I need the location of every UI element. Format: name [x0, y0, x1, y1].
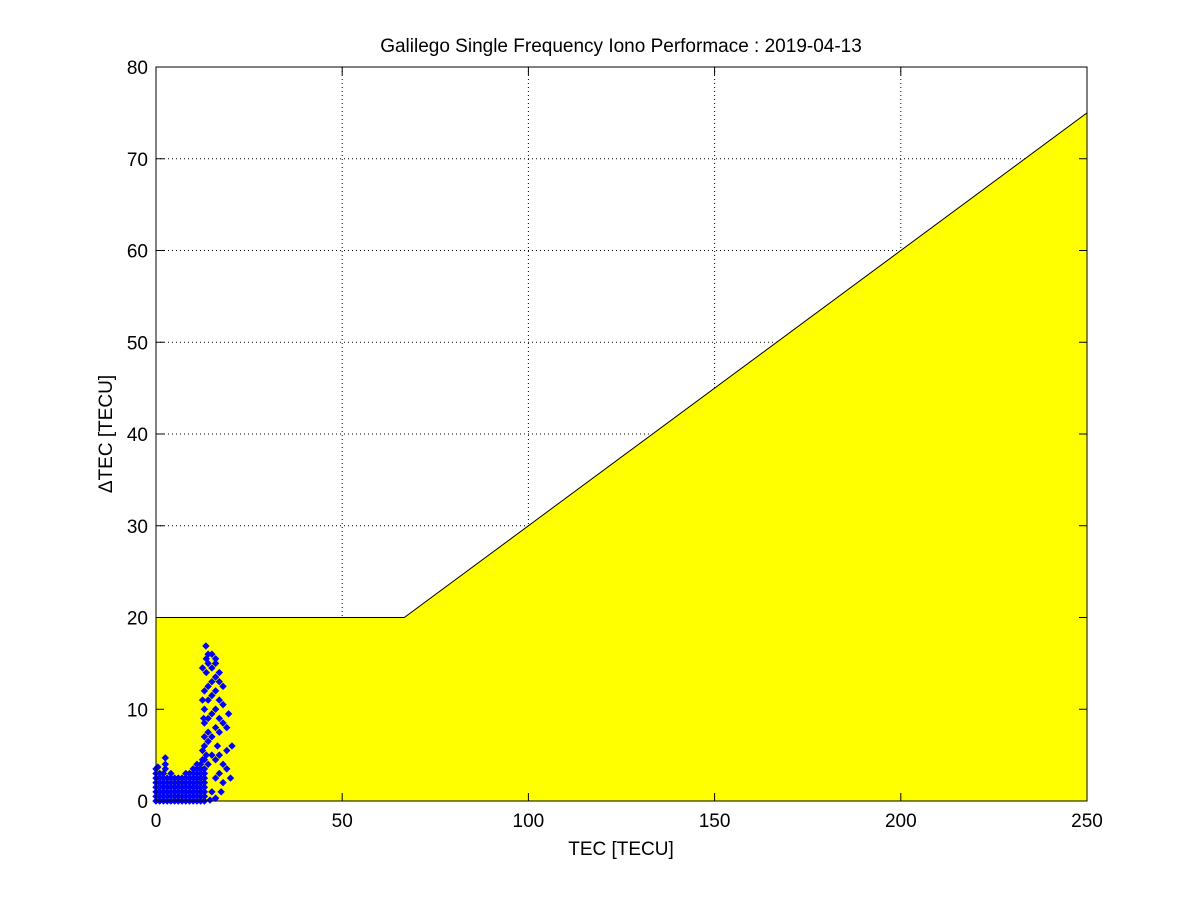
y-tick-label: 20 [127, 609, 148, 630]
y-tick-label: 70 [127, 150, 148, 171]
data-point [204, 728, 212, 736]
data-point [200, 792, 209, 801]
data-point [215, 678, 224, 686]
x-tick-label: 0 [151, 811, 162, 832]
data-point [200, 719, 209, 727]
data-point [211, 774, 220, 782]
data-point [200, 788, 209, 796]
data-point [223, 723, 231, 732]
data-point [204, 737, 212, 746]
data-point [211, 659, 220, 668]
data-point [161, 760, 170, 769]
data-point [198, 696, 207, 704]
data-point [200, 769, 209, 778]
data-point [161, 765, 170, 773]
data-point [167, 769, 175, 778]
data-point [219, 682, 227, 691]
data-point [211, 723, 220, 732]
y-tick-label: 40 [127, 425, 148, 446]
y-tick-label: 10 [127, 700, 148, 721]
data-point [223, 765, 231, 773]
data-point [219, 778, 227, 787]
data-point [208, 710, 216, 718]
x-tick-label: 200 [885, 811, 917, 832]
data-point [208, 664, 216, 672]
data-point [224, 710, 233, 718]
data-point [211, 687, 220, 695]
x-tick-label: 250 [1071, 811, 1103, 832]
data-point [200, 783, 209, 791]
data-point [208, 691, 216, 700]
data-point [219, 719, 227, 727]
data-point [215, 714, 224, 723]
data-point [211, 655, 220, 663]
data-point [208, 733, 216, 741]
y-tick-label: 30 [127, 517, 148, 538]
data-point [211, 756, 220, 764]
data-point [161, 754, 170, 762]
data-point [202, 642, 210, 650]
y-axis-label: ΔTEC [TECU] [96, 375, 117, 493]
data-point [219, 760, 227, 769]
data-point [211, 673, 220, 681]
data-point [206, 796, 214, 804]
data-point [215, 769, 224, 778]
data-point [208, 678, 216, 686]
y-tick-label: 50 [127, 333, 148, 354]
data-point [202, 751, 210, 759]
data-point [223, 746, 231, 755]
data-point [202, 668, 210, 677]
chart-title: Galilego Single Frequency Iono Performac… [380, 36, 862, 57]
data-point [200, 742, 209, 750]
data-point [213, 742, 222, 750]
data-point [200, 774, 209, 782]
data-point [200, 705, 209, 713]
scatter-points [152, 642, 236, 805]
y-tick-label: 80 [127, 58, 148, 79]
data-point [199, 714, 208, 723]
data-point [200, 765, 209, 773]
data-point [219, 700, 227, 709]
ticks: 0 50 100 150 200 250 0 10 20 30 40 50 60 70 80 [127, 58, 1103, 832]
data-point [208, 751, 216, 759]
data-point [200, 778, 209, 787]
data-point [211, 705, 220, 713]
y-tick-label: 0 [137, 792, 148, 813]
data-point [215, 728, 224, 736]
data-point [228, 742, 236, 750]
data-point [198, 664, 207, 672]
data-point [200, 733, 209, 741]
x-axis-label: TEC [TECU] [568, 839, 674, 860]
data-point [204, 696, 212, 704]
data-point [226, 774, 235, 782]
data-point [215, 751, 224, 759]
y-tick-label: 60 [127, 242, 148, 263]
x-tick-label: 50 [332, 811, 353, 832]
data-point [204, 760, 212, 769]
data-point [215, 668, 224, 677]
data-point [215, 696, 224, 704]
data-point [200, 687, 209, 695]
x-tick-label: 150 [699, 811, 731, 832]
data-point [208, 788, 216, 796]
data-point [208, 650, 216, 658]
data-point [204, 682, 212, 691]
data-point [217, 788, 225, 796]
x-tick-label: 100 [513, 811, 545, 832]
